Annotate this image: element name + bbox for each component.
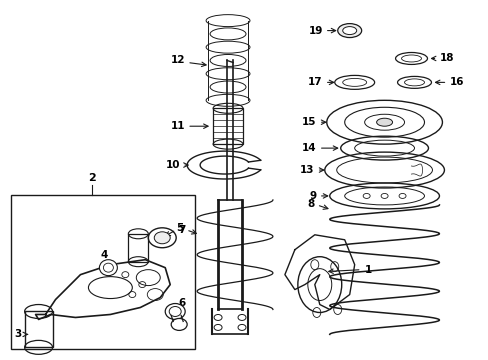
Ellipse shape — [342, 27, 356, 35]
Bar — [11, 195, 195, 349]
Ellipse shape — [99, 260, 117, 276]
Text: 6: 6 — [178, 297, 185, 307]
Text: 10: 10 — [165, 160, 180, 170]
Ellipse shape — [363, 193, 369, 198]
Bar — [24, 311, 52, 347]
Text: 11: 11 — [170, 121, 185, 131]
Text: 5: 5 — [176, 223, 183, 233]
Text: 19: 19 — [308, 26, 322, 36]
Text: 14: 14 — [302, 143, 316, 153]
Text: 18: 18 — [439, 54, 453, 63]
Text: 13: 13 — [300, 165, 314, 175]
Text: 16: 16 — [448, 77, 463, 87]
Text: 2: 2 — [88, 173, 96, 183]
Text: 1: 1 — [364, 265, 371, 275]
Ellipse shape — [154, 232, 170, 244]
Text: 9: 9 — [309, 191, 316, 201]
Text: 4: 4 — [100, 250, 107, 260]
Text: 3: 3 — [15, 329, 22, 339]
Text: 8: 8 — [307, 199, 314, 209]
Ellipse shape — [337, 24, 361, 37]
Ellipse shape — [171, 319, 187, 330]
Bar — [128, 234, 148, 262]
Text: 15: 15 — [302, 117, 316, 127]
Ellipse shape — [398, 193, 405, 198]
Text: 17: 17 — [307, 77, 322, 87]
Ellipse shape — [165, 303, 185, 319]
Text: 7: 7 — [178, 225, 185, 235]
Bar — [213, 108, 243, 144]
Ellipse shape — [376, 118, 392, 126]
Ellipse shape — [380, 193, 387, 198]
Text: 12: 12 — [170, 55, 185, 66]
